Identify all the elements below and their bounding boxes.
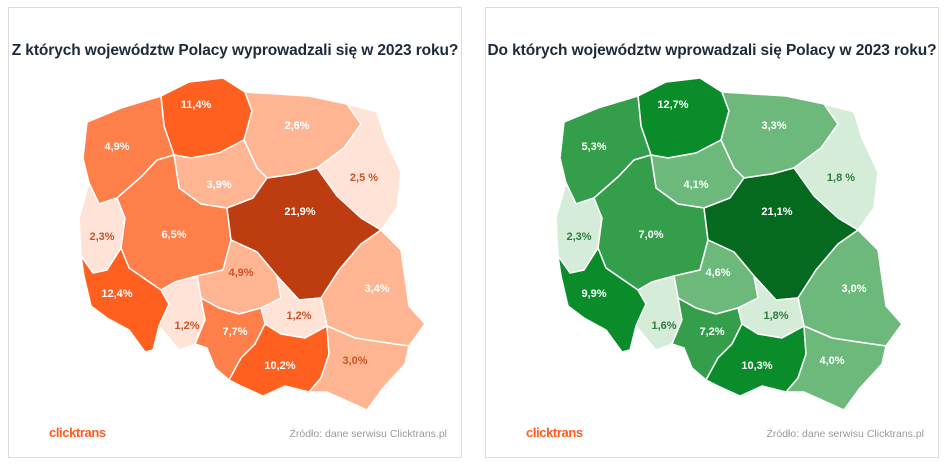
region-value-label: 3,3% bbox=[761, 120, 786, 132]
region-value-label: 4,0% bbox=[819, 355, 844, 367]
map-title: Do których województw wprowadzali się Po… bbox=[487, 42, 937, 59]
region-value-label: 7,0% bbox=[638, 229, 663, 241]
region-value-label: 5,3% bbox=[581, 141, 606, 153]
region-value-label: 3,0% bbox=[841, 283, 866, 295]
poland-map: 11,4% 4,9% 2,6% 2,5 % 3,9% 2,3% 6,5% 21,9% 4,9% 3… bbox=[78, 77, 426, 411]
region-value-label: 4,1% bbox=[683, 179, 708, 191]
clicktrans-logo: clicktrans bbox=[49, 425, 106, 440]
region-value-label: 7,7% bbox=[222, 326, 247, 338]
region-value-label: 4,6% bbox=[705, 267, 730, 279]
region-podkarpackie bbox=[308, 325, 410, 411]
region-value-label: 7,2% bbox=[699, 326, 724, 338]
clicktrans-logo: clicktrans bbox=[526, 425, 583, 440]
region-value-label: 3,4% bbox=[364, 283, 389, 295]
region-value-label: 1,8 % bbox=[827, 172, 855, 184]
region-podkarpackie bbox=[785, 325, 887, 411]
region-value-label: 2,3% bbox=[566, 231, 591, 243]
source-note: Źródło: dane serwisu Clicktrans.pl bbox=[289, 428, 447, 440]
region-value-label: 1,6% bbox=[651, 320, 676, 332]
poland-map: 12,7% 5,3% 3,3% 1,8 % 4,1% 2,3% 7,0% 21,1% 4,6% 3… bbox=[555, 77, 903, 411]
map-panel-inflow: Do których województw wprowadzali się Po… bbox=[485, 7, 939, 458]
region-value-label: 12,4% bbox=[101, 288, 132, 300]
region-małopolskie bbox=[228, 323, 330, 397]
region-małopolskie bbox=[705, 323, 807, 397]
region-value-label: 12,7% bbox=[657, 99, 688, 111]
region-value-label: 6,5% bbox=[161, 229, 186, 241]
map-title: Z których województw Polacy wyprowadzali… bbox=[11, 42, 459, 59]
source-note: Źródło: dane serwisu Clicktrans.pl bbox=[766, 428, 924, 440]
region-value-label: 1,2% bbox=[174, 320, 199, 332]
region-value-label: 10,3% bbox=[741, 360, 772, 372]
region-value-label: 1,8% bbox=[763, 310, 788, 322]
region-value-label: 9,9% bbox=[581, 288, 606, 300]
region-value-label: 3,9% bbox=[206, 179, 231, 191]
map-panel-outflow: Z których województw Polacy wyprowadzali… bbox=[8, 7, 462, 458]
region-value-label: 3,0% bbox=[342, 355, 367, 367]
region-value-label: 2,3% bbox=[89, 231, 114, 243]
region-value-label: 1,2% bbox=[286, 310, 311, 322]
region-value-label: 4,9% bbox=[228, 267, 253, 279]
region-value-label: 2,5 % bbox=[350, 172, 378, 184]
region-value-label: 2,6% bbox=[284, 120, 309, 132]
region-value-label: 11,4% bbox=[181, 99, 212, 111]
region-value-label: 4,9% bbox=[104, 141, 129, 153]
region-value-label: 21,9% bbox=[284, 206, 315, 218]
region-value-label: 10,2% bbox=[264, 360, 295, 372]
region-value-label: 21,1% bbox=[761, 206, 792, 218]
